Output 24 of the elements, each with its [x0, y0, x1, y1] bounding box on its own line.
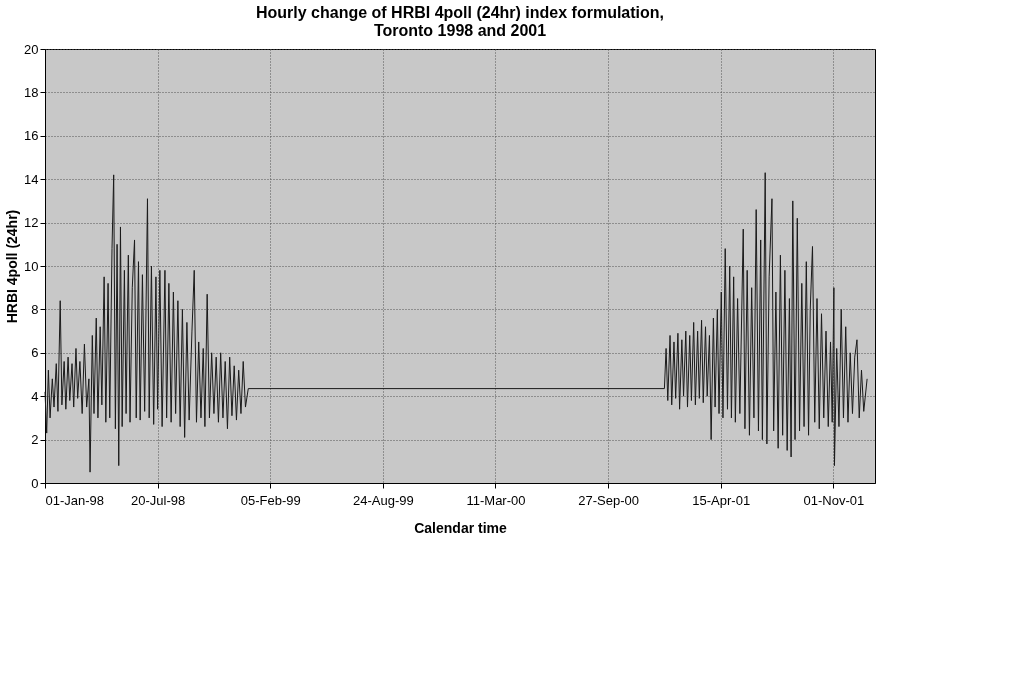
text: Hourly change of HRBI 4poll (24hr) index formulation,: [255, 4, 665, 21]
x-tick-label: 01-Nov-01: [803, 492, 865, 508]
y-tick-label: 14: [24, 171, 39, 187]
y-tick-label: 12: [24, 215, 39, 231]
x-tick-label: 11-Mar-00: [466, 492, 526, 508]
y-axis-title: HRBI 4poll (24hr): [4, 209, 21, 324]
x-tick-label: 01-Jan-98: [45, 492, 105, 508]
y-tick-label: 6: [31, 345, 39, 361]
y-tick-label: 10: [24, 258, 39, 274]
y-tick-label: 8: [31, 301, 39, 317]
y-tick-label: 0: [31, 475, 39, 491]
y-tick-label: 20: [24, 41, 39, 57]
line-series: [44, 172, 868, 473]
text: Toronto 1998 and 2001: [373, 22, 547, 39]
x-tick-label: 15-Apr-01: [692, 492, 751, 508]
x-tick-label: 27-Sep-00: [578, 492, 639, 508]
y-tick-label: 18: [24, 84, 39, 100]
x-tick-label: 20-Jul-98: [131, 492, 186, 508]
y-tick-label: 16: [24, 128, 39, 144]
y-tick-label: 4: [31, 388, 39, 404]
y-tick-label: 2: [31, 432, 39, 448]
x-axis-title: Calendar time: [414, 519, 507, 536]
x-tick-label: 24-Aug-99: [353, 492, 414, 508]
x-tick-label: 05-Feb-99: [240, 492, 301, 508]
